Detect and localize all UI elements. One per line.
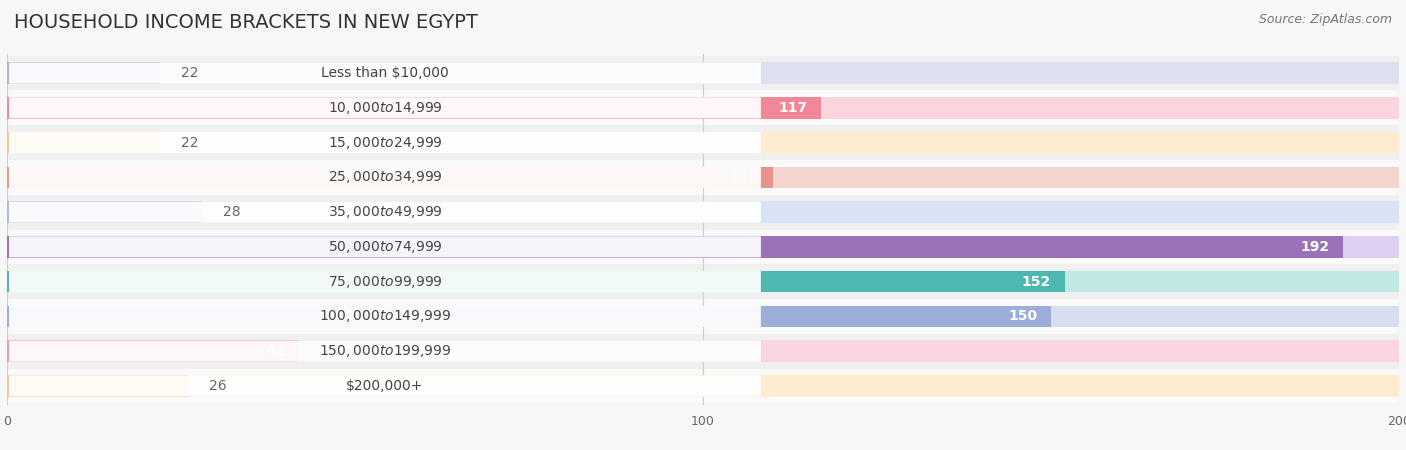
Text: $50,000 to $74,999: $50,000 to $74,999 xyxy=(328,239,443,255)
Bar xyxy=(7,97,1399,119)
Text: 28: 28 xyxy=(222,205,240,219)
Text: $100,000 to $149,999: $100,000 to $149,999 xyxy=(319,308,451,324)
Bar xyxy=(7,132,1399,153)
Text: 152: 152 xyxy=(1022,274,1052,288)
Text: 117: 117 xyxy=(779,101,807,115)
Text: $150,000 to $199,999: $150,000 to $199,999 xyxy=(319,343,451,359)
Bar xyxy=(7,334,1399,369)
Bar xyxy=(7,195,1399,230)
Bar xyxy=(7,271,1064,292)
Text: Source: ZipAtlas.com: Source: ZipAtlas.com xyxy=(1258,14,1392,27)
Bar xyxy=(7,63,1399,84)
Bar xyxy=(7,201,1399,223)
Bar xyxy=(7,160,1399,195)
FancyBboxPatch shape xyxy=(8,306,761,327)
Bar xyxy=(7,340,1399,362)
Bar xyxy=(7,97,821,119)
Bar xyxy=(7,230,1399,264)
Bar xyxy=(7,299,1399,334)
Bar xyxy=(7,166,773,188)
Bar xyxy=(7,306,1399,327)
Text: 22: 22 xyxy=(181,66,198,80)
Text: $75,000 to $99,999: $75,000 to $99,999 xyxy=(328,274,443,290)
Text: $200,000+: $200,000+ xyxy=(346,379,423,393)
Text: $25,000 to $34,999: $25,000 to $34,999 xyxy=(328,169,443,185)
Bar xyxy=(7,236,1399,258)
FancyBboxPatch shape xyxy=(8,236,761,257)
Bar xyxy=(7,166,1399,188)
FancyBboxPatch shape xyxy=(8,202,761,223)
Bar xyxy=(7,236,1343,258)
Bar xyxy=(7,56,1399,90)
Bar xyxy=(7,90,1399,125)
Text: 192: 192 xyxy=(1301,240,1330,254)
Bar xyxy=(7,369,1399,403)
Bar xyxy=(7,63,160,84)
Bar xyxy=(7,132,160,153)
Text: 150: 150 xyxy=(1008,310,1038,324)
Bar xyxy=(7,340,299,362)
Bar xyxy=(7,271,1399,292)
Text: $15,000 to $24,999: $15,000 to $24,999 xyxy=(328,135,443,151)
FancyBboxPatch shape xyxy=(8,97,761,118)
Bar xyxy=(7,306,1052,327)
Text: 26: 26 xyxy=(209,379,226,393)
Text: HOUSEHOLD INCOME BRACKETS IN NEW EGYPT: HOUSEHOLD INCOME BRACKETS IN NEW EGYPT xyxy=(14,14,478,32)
Text: $35,000 to $49,999: $35,000 to $49,999 xyxy=(328,204,443,220)
Bar xyxy=(7,375,1399,396)
Bar xyxy=(7,375,188,396)
Text: 110: 110 xyxy=(730,171,759,184)
Text: Less than $10,000: Less than $10,000 xyxy=(321,66,449,80)
FancyBboxPatch shape xyxy=(8,341,761,362)
FancyBboxPatch shape xyxy=(8,132,761,153)
Text: $10,000 to $14,999: $10,000 to $14,999 xyxy=(328,100,443,116)
Bar xyxy=(7,125,1399,160)
FancyBboxPatch shape xyxy=(8,167,761,188)
FancyBboxPatch shape xyxy=(8,63,761,84)
Bar xyxy=(7,264,1399,299)
Text: 42: 42 xyxy=(266,344,285,358)
FancyBboxPatch shape xyxy=(8,375,761,396)
FancyBboxPatch shape xyxy=(8,271,761,292)
Bar xyxy=(7,201,202,223)
Text: 22: 22 xyxy=(181,135,198,149)
